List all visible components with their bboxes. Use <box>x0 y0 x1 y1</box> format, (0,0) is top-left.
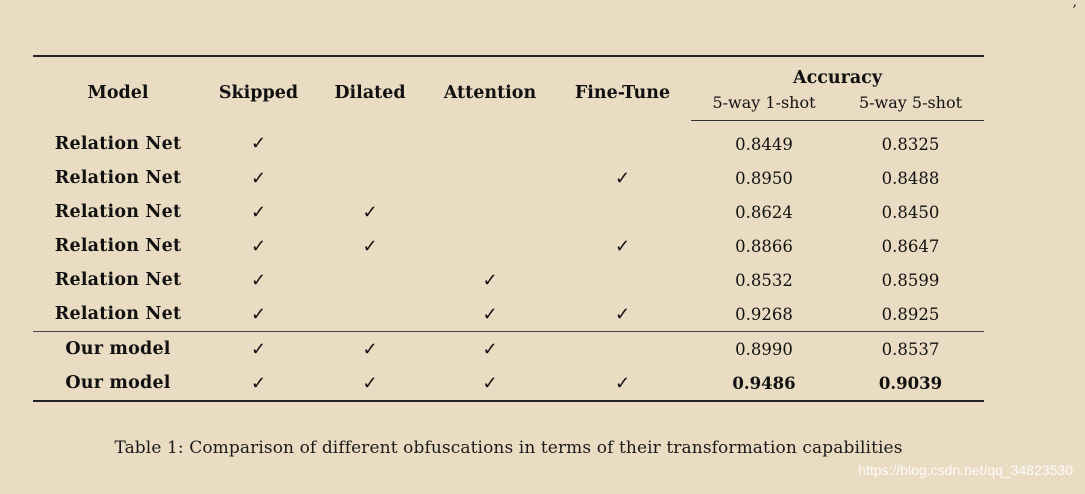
table-caption: Table 1: Comparison of different obfusca… <box>114 438 903 458</box>
header-model: Model <box>33 55 203 121</box>
table-row: Relation Net ✓ ✓ 0.8950 0.8488 <box>33 161 984 195</box>
model-cell: Relation Net <box>54 236 182 256</box>
model-cell: Relation Net <box>54 304 182 324</box>
header-finetune: Fine-Tune <box>554 55 691 121</box>
dilated-check-icon <box>314 121 426 162</box>
attention-check-icon <box>426 195 554 229</box>
dilated-check-icon <box>314 263 426 297</box>
finetune-check-icon: ✓ <box>614 235 631 257</box>
table-row: Our model ✓ ✓ ✓ 0.8990 0.8537 <box>33 331 984 366</box>
skipped-check-icon: ✓ <box>250 167 267 189</box>
dilated-check-icon: ✓ <box>314 331 426 366</box>
attention-check-icon: ✓ <box>482 269 498 291</box>
accuracy-1shot-cell: 0.8449 <box>735 134 793 154</box>
model-cell: Our model <box>33 331 203 366</box>
finetune-check-icon <box>554 263 691 297</box>
accuracy-5shot-cell: 0.8925 <box>881 304 940 324</box>
header-dilated: Dilated <box>314 55 426 121</box>
finetune-check-icon: ✓ <box>614 167 631 189</box>
accuracy-5shot-cell: 0.8537 <box>837 331 984 366</box>
finetune-check-icon <box>554 121 691 162</box>
skipped-check-icon: ✓ <box>250 133 267 155</box>
accuracy-5shot-cell: 0.9039 <box>837 366 984 402</box>
table-row: Relation Net ✓ ✓ ✓ 0.8866 0.8647 <box>33 229 984 263</box>
accuracy-5shot-cell: 0.8599 <box>881 270 940 290</box>
dilated-check-icon <box>314 297 426 332</box>
model-cell: Relation Net <box>54 202 182 222</box>
accuracy-1shot-cell: 0.8990 <box>691 331 837 366</box>
attention-check-icon: ✓ <box>482 303 498 325</box>
results-table-container: Model Skipped Dilated Attention Fine-Tun… <box>33 55 984 402</box>
model-cell: Relation Net <box>54 270 182 290</box>
model-cell: Relation Net <box>54 133 182 154</box>
finetune-check-icon: ✓ <box>614 303 631 325</box>
skipped-check-icon: ✓ <box>203 331 314 366</box>
accuracy-5shot-cell: 0.8450 <box>881 202 940 222</box>
page-edge-mark: , <box>1072 0 1077 10</box>
skipped-check-icon: ✓ <box>203 366 314 402</box>
accuracy-1shot-cell: 0.8950 <box>735 168 793 188</box>
header-skipped: Skipped <box>203 55 314 121</box>
model-cell: Our model <box>33 366 203 402</box>
finetune-check-icon <box>554 331 691 366</box>
accuracy-1shot-cell: 0.9486 <box>691 366 837 402</box>
dilated-check-icon: ✓ <box>314 366 426 402</box>
accuracy-5shot-cell: 0.8488 <box>881 168 940 188</box>
attention-check-icon <box>426 229 554 263</box>
table-row: Relation Net ✓ ✓ ✓ 0.9268 0.8925 <box>33 297 984 332</box>
table-row: Our model ✓ ✓ ✓ ✓ 0.9486 0.9039 <box>33 366 984 402</box>
table-row: Relation Net ✓ ✓ 0.8624 0.8450 <box>33 195 984 229</box>
attention-check-icon: ✓ <box>426 331 554 366</box>
table-row: Relation Net ✓ 0.8449 0.8325 <box>33 121 984 162</box>
header-acc-1shot: 5-way 1-shot <box>691 90 837 121</box>
header-attention: Attention <box>426 55 554 121</box>
table-body: Relation Net ✓ 0.8449 0.8325 Relation Net ✓ ✓ 0… <box>33 121 984 402</box>
table-header: Model Skipped Dilated Attention Fine-Tun… <box>33 55 984 121</box>
accuracy-1shot-cell: 0.8532 <box>735 270 793 290</box>
skipped-check-icon: ✓ <box>250 269 267 291</box>
accuracy-1shot-cell: 0.9268 <box>735 304 793 324</box>
accuracy-5shot-cell: 0.8647 <box>881 236 940 256</box>
accuracy-1shot-cell: 0.8866 <box>735 236 793 256</box>
attention-check-icon: ✓ <box>426 366 554 402</box>
skipped-check-icon: ✓ <box>250 303 267 325</box>
attention-check-icon <box>426 121 554 162</box>
dilated-check-icon <box>314 161 426 195</box>
watermark-url: https://blog.csdn.net/qq_34823530 <box>858 462 1073 478</box>
accuracy-5shot-cell: 0.8325 <box>881 134 940 154</box>
results-table: Model Skipped Dilated Attention Fine-Tun… <box>33 55 984 402</box>
skipped-check-icon: ✓ <box>250 201 267 223</box>
finetune-check-icon: ✓ <box>554 366 691 402</box>
skipped-check-icon: ✓ <box>250 235 267 257</box>
dilated-check-icon: ✓ <box>362 235 378 257</box>
attention-check-icon <box>426 161 554 195</box>
dilated-check-icon: ✓ <box>362 201 378 223</box>
model-cell: Relation Net <box>54 168 182 188</box>
header-accuracy: Accuracy <box>691 55 984 90</box>
header-acc-5shot: 5-way 5-shot <box>837 90 984 121</box>
table-row: Relation Net ✓ ✓ 0.8532 0.8599 <box>33 263 984 297</box>
finetune-check-icon <box>554 195 691 229</box>
accuracy-1shot-cell: 0.8624 <box>735 202 793 222</box>
